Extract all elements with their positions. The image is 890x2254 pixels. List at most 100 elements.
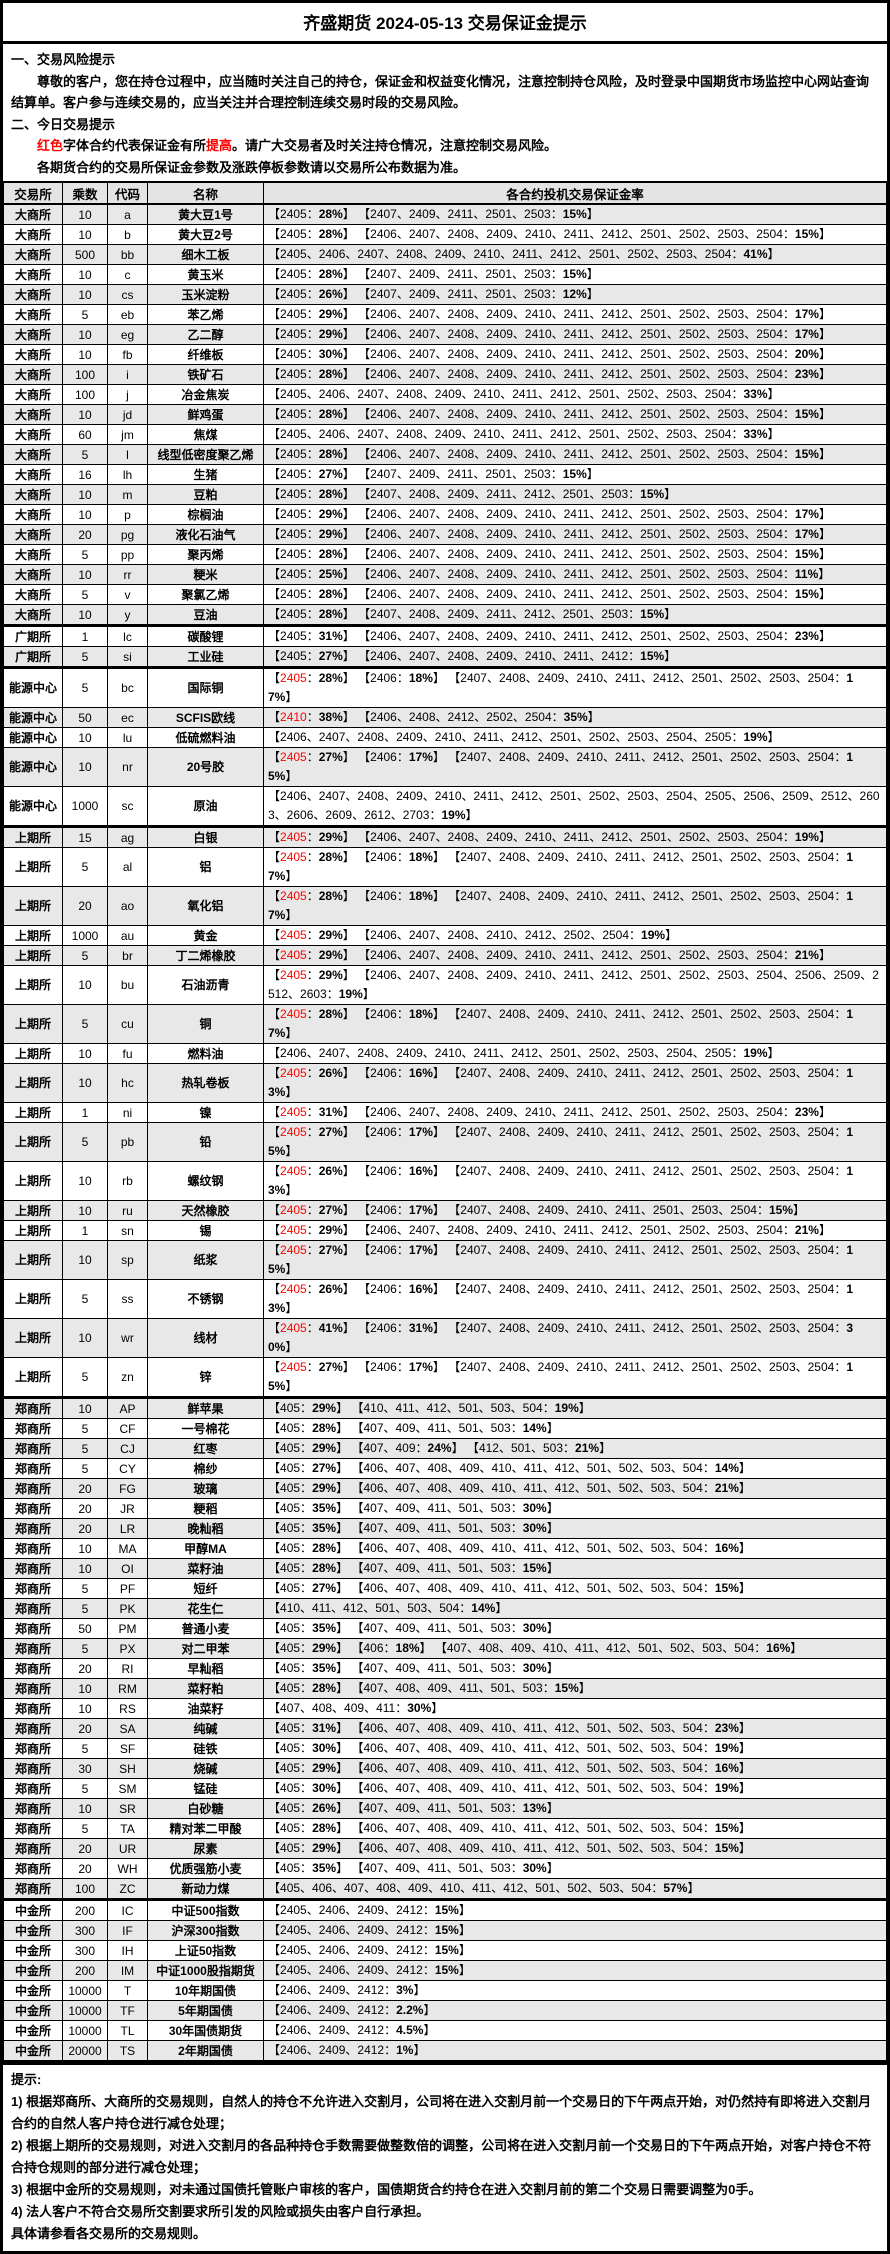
- cell-multiplier: 5: [62, 584, 108, 605]
- contract-list: 2406、2407、2408、2409、2410、2411、2412、2501、…: [370, 447, 783, 461]
- margin-rate: 15%: [434, 1963, 459, 1977]
- margin-rate: 28%: [318, 487, 343, 501]
- cell-code: j: [107, 384, 148, 405]
- cell-margin-rates: 【405：28%】 【406、407、408、409、410、411、412、5…: [263, 1538, 887, 1559]
- contract-list: 410、411、412、501、503、504: [363, 1401, 543, 1415]
- margin-rate: 17%: [408, 750, 433, 764]
- margin-rate: 26%: [318, 1066, 343, 1080]
- cell-margin-rates: 【2405：28%】 【2407、2409、2411、2501、2503：15%…: [263, 203, 887, 225]
- contract-list: 407、409、411、501、503: [363, 1621, 511, 1635]
- cell-multiplier: 30: [62, 1758, 108, 1779]
- table-row: 郑商所 30 SH 烧碱 【405：29%】 【406、407、408、409、410、…: [3, 1758, 887, 1779]
- cell-exchange: 郑商所: [3, 1418, 63, 1439]
- cell-multiplier: 5: [62, 1638, 108, 1659]
- cell-multiplier: 10: [62, 404, 108, 425]
- margin-rate: 18%: [408, 889, 433, 903]
- margin-rate: 16%: [408, 1066, 433, 1080]
- table-row: 大商所 10 eg 乙二醇 【2405：29%】 【2406、2407、2408、240…: [3, 324, 887, 345]
- cell-exchange: 大商所: [3, 524, 63, 545]
- cell-margin-rates: 【2405：29%】 【2406、2407、2408、2410、2412、250…: [263, 925, 887, 946]
- cell-code: CJ: [107, 1438, 148, 1459]
- cell-exchange: 大商所: [3, 544, 63, 565]
- cell-exchange: 郑商所: [3, 1738, 63, 1759]
- cell-multiplier: 10: [62, 224, 108, 245]
- contract-list: 2406: [370, 1282, 397, 1296]
- table-row: 大商所 10 a 黄大豆1号 【2405：28%】 【2407、2409、2411、25…: [3, 203, 887, 225]
- raised-margin-contracts: 2405: [280, 1164, 307, 1178]
- contract-list: 406、407、408、409、410、411、412、501、502、503、…: [363, 1841, 703, 1855]
- contract-list: 2406: [370, 1360, 397, 1374]
- cell-code: TA: [107, 1818, 148, 1839]
- margin-rate: 27%: [318, 1203, 343, 1217]
- cell-code: br: [107, 945, 148, 966]
- cell-name: 白砂糖: [147, 1798, 264, 1819]
- cell-multiplier: 10000: [62, 2020, 108, 2041]
- margin-rate: 27%: [318, 649, 343, 663]
- margin-rate: 30%: [312, 1741, 337, 1755]
- margin-rate: 27%: [318, 467, 343, 481]
- table-row: 上期所 5 br 丁二烯橡胶 【2405：29%】 【2406、2407、2408、24…: [3, 945, 887, 966]
- cell-exchange: 大商所: [3, 304, 63, 325]
- cell-margin-rates: 【2405：27%】 【2406、2407、2408、2409、2410、241…: [263, 646, 887, 669]
- cell-exchange: 大商所: [3, 284, 63, 305]
- contract-list: 2407、2408、2409、2410、2411、2412、2501、2502、…: [460, 671, 835, 685]
- contract-list: 407、409、411、501、503: [363, 1501, 511, 1515]
- cell-margin-rates: 【2405：28%】 【2406、2407、2408、2409、2410、241…: [263, 404, 887, 425]
- cell-code: AP: [107, 1397, 148, 1419]
- cell-name: 铅: [147, 1122, 264, 1162]
- cell-name: 黄大豆2号: [147, 224, 264, 245]
- cell-code: TL: [107, 2020, 148, 2041]
- cell-exchange: 上期所: [3, 847, 63, 887]
- table-row: 上期所 1 ni 镍【2405：31%】 【2406、2407、2408、2409、2…: [3, 1102, 887, 1123]
- cell-margin-rates: 【405：31%】 【406、407、408、409、410、411、412、5…: [263, 1718, 887, 1739]
- cell-multiplier: 5: [62, 667, 108, 708]
- cell-margin-rates: 【2405：28%】 【2407、2409、2411、2501、2503：15%…: [263, 264, 887, 285]
- cell-code: PK: [107, 1598, 148, 1619]
- table-row: 郑商所 5 PK 花生仁 【410、411、412、501、503、504：14%】: [3, 1598, 887, 1619]
- cell-exchange: 郑商所: [3, 1397, 63, 1419]
- cell-name: 30年国债期货: [147, 2020, 264, 2041]
- raised-margin-contracts: 2405: [280, 1321, 307, 1335]
- margin-rate: 23%: [794, 1105, 819, 1119]
- col-header-margin-rates: 各合约投机交易保证金率: [263, 181, 887, 205]
- highlight-note-paragraph: 红色字体合约代表保证金有所提高。请广大交易者及时关注持仓情况，注意控制交易风险。: [11, 135, 879, 157]
- contract-list: 405: [280, 1761, 301, 1775]
- cell-code: ZC: [107, 1878, 148, 1901]
- contract-list: 405: [280, 1441, 301, 1455]
- table-row: 郑商所 10 RS 油菜籽 【407、408、409、411：30%】: [3, 1698, 887, 1719]
- cell-code: hc: [107, 1063, 148, 1103]
- cell-code: eg: [107, 324, 148, 345]
- contract-list: 405: [280, 1781, 301, 1795]
- cell-exchange: 郑商所: [3, 1758, 63, 1779]
- cell-name: 线材: [147, 1318, 264, 1358]
- cell-name: 红枣: [147, 1438, 264, 1459]
- margin-rate: 31%: [318, 629, 343, 643]
- margin-rate: 19%: [441, 808, 466, 822]
- margin-rate: 17%: [794, 507, 819, 521]
- cell-name: 尿素: [147, 1838, 264, 1859]
- cell-code: ag: [107, 826, 148, 848]
- contract-list: 405: [280, 1501, 301, 1515]
- margin-rate: 30%: [312, 1781, 337, 1795]
- cell-exchange: 能源中心: [3, 727, 63, 748]
- cell-multiplier: 5: [62, 304, 108, 325]
- table-row: 广期所 5 si 工业硅 【2405：27%】 【2406、2407、2408、2409…: [3, 646, 887, 669]
- table-row: 能源中心 10 nr 20号胶 【2405：27%】 【2406：17%】 【2407、…: [3, 747, 887, 787]
- table-row: 郑商所 5 CY 棉纱 【405：27%】 【406、407、408、409、410、4…: [3, 1458, 887, 1479]
- table-row: 郑商所 10 OI 菜籽油 【405：28%】 【407、409、411、501、503…: [3, 1558, 887, 1579]
- cell-margin-rates: 【405：29%】 【410、411、412、501、503、504：19%】: [263, 1397, 887, 1419]
- note-1: 1) 根据郑商所、大商所的交易规则，自然人的持仓不允许进入交割月，公司将在进入交…: [11, 2094, 872, 2131]
- cell-code: nr: [107, 747, 148, 787]
- margin-rate: 15%: [794, 227, 819, 241]
- cell-name: 黄大豆1号: [147, 203, 264, 225]
- cell-multiplier: 16: [62, 464, 108, 485]
- cell-multiplier: 500: [62, 244, 108, 265]
- cell-margin-rates: 【2405：41%】 【2406：31%】 【2407、2408、2409、24…: [263, 1318, 887, 1358]
- cell-multiplier: 10: [62, 1318, 108, 1358]
- cell-margin-rates: 【405：29%】 【406、407、408、409、410、411、412、5…: [263, 1478, 887, 1499]
- cell-multiplier: 5: [62, 1598, 108, 1619]
- cell-exchange: 上期所: [3, 1161, 63, 1201]
- cell-code: TS: [107, 2040, 148, 2063]
- cell-code: lh: [107, 464, 148, 485]
- cell-margin-rates: 【2405：26%】 【2407、2409、2411、2501、2503：12%…: [263, 284, 887, 305]
